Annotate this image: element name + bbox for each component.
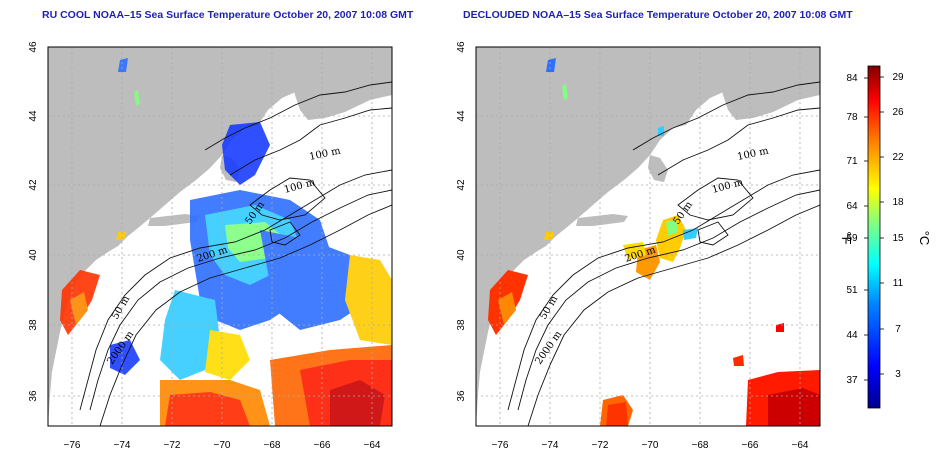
lon-tick: −76 (64, 440, 81, 451)
lat-tick: 46 (28, 41, 39, 53)
lat-tick: 38 (456, 319, 467, 331)
lat-tick: 40 (456, 249, 467, 261)
land-mass (476, 47, 820, 426)
colorbar-gradient (867, 65, 881, 409)
lat-tick: 42 (28, 179, 39, 191)
land-mass (48, 47, 392, 426)
fahrenheit-label: °F (839, 231, 854, 244)
lat-tick-labels: 36 38 40 42 44 46 (456, 41, 467, 402)
map-frame (47, 46, 393, 427)
fahrenheit-tick: 51 (846, 285, 858, 296)
lon-tick: −72 (592, 440, 609, 451)
celsius-tick: 11 (893, 278, 904, 289)
lat-tick: 42 (456, 179, 467, 191)
lon-tick-labels: −76 −74 −72 −70 −68 −66 −64 (64, 440, 381, 451)
lon-tick: −70 (642, 440, 659, 451)
left-map-title: RU COOL NOAA–15 Sea Surface Temperature … (42, 9, 414, 21)
nova-scotia-land (290, 60, 392, 120)
long-island-land (576, 214, 628, 226)
lat-tick-labels: 36 38 40 42 44 46 (28, 41, 39, 402)
lat-tick: 36 (28, 390, 39, 402)
celsius-tick: 3 (895, 369, 901, 380)
lat-tick: 44 (28, 110, 39, 122)
lat-tick: 38 (28, 319, 39, 331)
fahrenheit-tick: 59 (846, 233, 858, 244)
celsius-tick: 15 (892, 233, 904, 244)
lon-tick: −76 (492, 440, 509, 451)
right-sst-map: 100 m 100 m 50 m 200 m 50 m 2000 m −76 −… (456, 41, 821, 451)
lon-tick: −64 (364, 440, 381, 451)
celsius-tick: 22 (892, 152, 904, 163)
lon-tick: −66 (314, 440, 331, 451)
graticule (48, 47, 392, 426)
fahrenheit-tick: 84 (846, 73, 858, 84)
left-sst-map: 100 m 100 m 50 m 200 m 50 m 2000 m −76 −… (28, 41, 393, 451)
lon-tick: −66 (742, 440, 759, 451)
right-map-title: DECLOUDED NOAA–15 Sea Surface Temperatur… (463, 9, 853, 21)
lon-tick-labels: −76 −74 −72 −70 −68 −66 −64 (492, 440, 809, 451)
lat-tick: 40 (28, 249, 39, 261)
bathymetry-contours (507, 81, 820, 426)
map-frame (475, 46, 821, 427)
celsius-tick: 29 (892, 72, 904, 83)
lat-tick: 46 (456, 41, 467, 53)
colorbar-tick-marks (864, 76, 884, 381)
lon-tick: −72 (164, 440, 181, 451)
temperature-colorbar: 84 78 71 64 59 51 44 37 (839, 65, 932, 409)
fahrenheit-ticks: 84 78 71 64 59 51 44 37 (846, 73, 858, 386)
lon-tick: −64 (792, 440, 809, 451)
fahrenheit-tick: 44 (846, 330, 858, 341)
bathymetry-contours (79, 81, 392, 426)
celsius-tick: 18 (892, 197, 904, 208)
lat-tick: 44 (456, 110, 467, 122)
celsius-tick: 7 (895, 324, 901, 335)
celsius-tick: 26 (892, 107, 904, 118)
lon-tick: −74 (542, 440, 559, 451)
celsius-ticks: 29 26 22 18 15 11 7 3 (892, 72, 904, 380)
graticule (476, 47, 820, 426)
nova-scotia-land (718, 60, 820, 120)
lat-tick: 36 (456, 390, 467, 402)
cape-cod-land (648, 155, 668, 182)
long-island-land (148, 214, 200, 226)
lon-tick: −68 (692, 440, 709, 451)
lon-tick: −68 (264, 440, 281, 451)
fahrenheit-tick: 71 (846, 156, 858, 167)
lon-tick: −70 (214, 440, 231, 451)
sst-patches (488, 58, 820, 426)
celsius-label: °C (917, 231, 932, 246)
lon-tick: −74 (114, 440, 131, 451)
fahrenheit-tick: 78 (846, 112, 858, 123)
fahrenheit-tick: 64 (846, 201, 858, 212)
fahrenheit-tick: 37 (846, 375, 858, 386)
sst-patches (60, 58, 392, 426)
